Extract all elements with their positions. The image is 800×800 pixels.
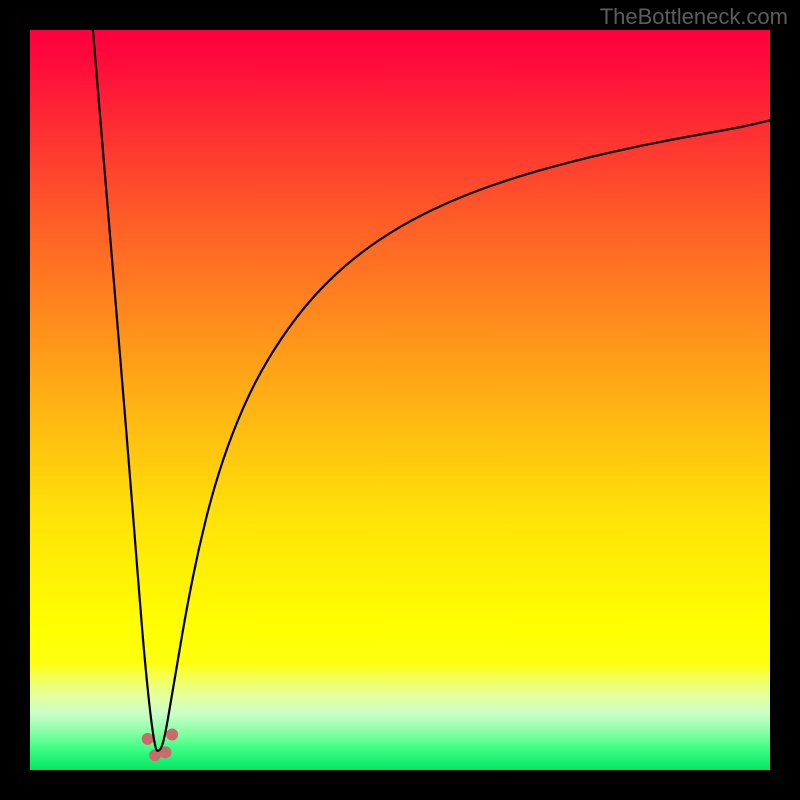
bottleneck-chart: TheBottleneck.com <box>0 0 800 800</box>
chart-container: TheBottleneck.com <box>0 0 800 800</box>
plot-background <box>30 30 770 770</box>
minimum-dot <box>142 733 154 745</box>
watermark-text: TheBottleneck.com <box>600 4 788 29</box>
minimum-dot <box>166 728 178 740</box>
